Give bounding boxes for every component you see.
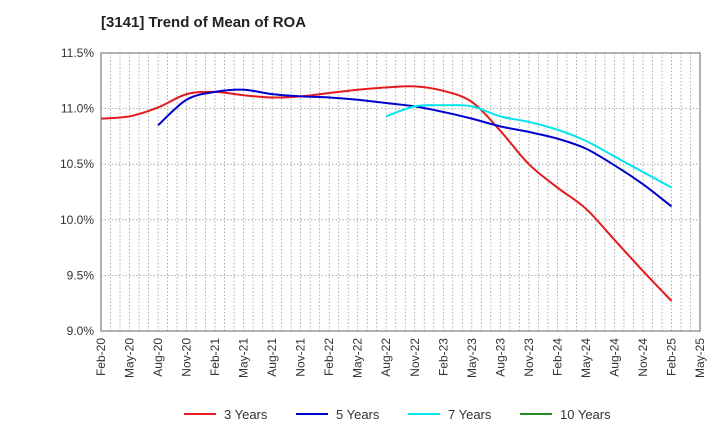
series-line-3-years [100, 85, 673, 302]
legend-label-3-years: 3 Years [224, 407, 268, 422]
x-tick-label: May-22 [351, 338, 365, 378]
y-tick-label: 11.0% [61, 102, 94, 116]
legend-label-7-years: 7 Years [448, 407, 492, 422]
y-tick-label: 9.5% [67, 268, 95, 282]
x-tick-label: Nov-21 [294, 338, 308, 377]
y-tick-label: 11.5% [61, 46, 94, 60]
x-tick-label: May-21 [237, 338, 251, 378]
x-tick-label: Feb-25 [664, 338, 678, 376]
y-tick-label: 10.5% [60, 157, 94, 171]
x-tick-label: Feb-22 [322, 338, 336, 376]
x-tick-label: Nov-20 [180, 338, 194, 377]
x-tick-label: May-20 [123, 338, 137, 378]
x-tick-label: Nov-23 [522, 338, 536, 377]
legend-label-5-years: 5 Years [336, 407, 380, 422]
x-tick-label: Aug-22 [379, 338, 393, 377]
legend-label-10-years: 10 Years [560, 407, 611, 422]
legend: 3 Years 5 Years 7 Years 10 Years [184, 407, 611, 422]
x-tick-label: Feb-24 [550, 338, 564, 376]
x-tick-label: Feb-20 [94, 338, 108, 376]
x-tick-label: May-24 [579, 338, 593, 378]
y-tick-label: 9.0% [67, 324, 95, 338]
x-tick-label: Aug-20 [151, 338, 165, 377]
x-tick-label: Aug-21 [265, 338, 279, 377]
y-tick-label: 10.0% [60, 213, 94, 227]
x-tick-label: May-25 [693, 338, 707, 378]
grid-lines [101, 53, 700, 331]
plot-frame [100, 52, 701, 332]
x-tick-label: Aug-24 [607, 338, 621, 377]
x-tick-label: Feb-23 [436, 338, 450, 376]
x-tick-label: Nov-22 [408, 338, 422, 377]
x-tick-label: Aug-23 [493, 338, 507, 377]
chart-title: [3141] Trend of Mean of ROA [101, 14, 307, 31]
x-tick-label: May-23 [465, 338, 479, 378]
axes: 11.5% 11.0% 10.5% 10.0% 9.5% 9.0%Feb-20 May-20… [60, 46, 707, 378]
series-lines [100, 85, 673, 302]
x-tick-label: Nov-24 [636, 338, 650, 377]
series-line-7-years [385, 104, 672, 189]
x-tick-label: Feb-21 [208, 338, 222, 376]
